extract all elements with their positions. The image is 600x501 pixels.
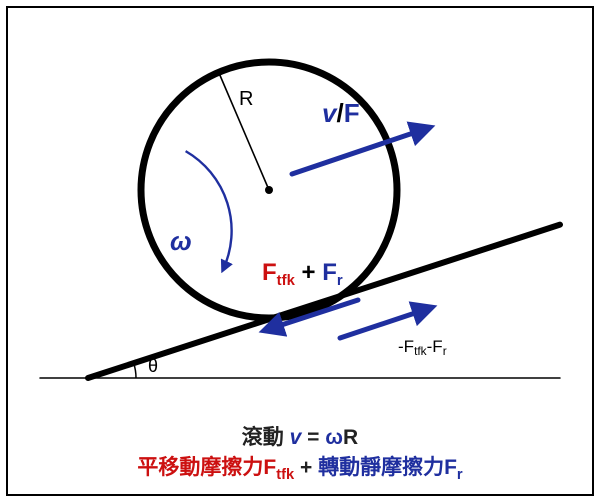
svg-text:R: R xyxy=(239,88,253,110)
svg-text:ω: ω xyxy=(170,226,192,256)
svg-text:θ: θ xyxy=(148,356,158,376)
svg-text:-Ftfk-Fr: -Ftfk-Fr xyxy=(398,337,447,358)
svg-text:v/F: v/F xyxy=(322,98,360,128)
caption-line-2: 平移動摩擦力Ftfk + 轉動靜摩擦力Fr xyxy=(0,452,600,486)
caption-line-1: 滾動 v = ωR xyxy=(0,422,600,454)
svg-text:Ftfk + Fr: Ftfk + Fr xyxy=(262,259,343,289)
